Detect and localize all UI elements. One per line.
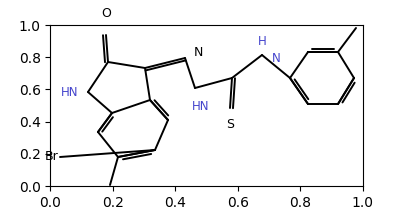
Text: HN: HN xyxy=(60,85,78,98)
Text: N: N xyxy=(194,46,204,59)
Text: S: S xyxy=(226,118,234,131)
Text: Br: Br xyxy=(44,150,58,163)
Text: N: N xyxy=(272,51,281,65)
Text: O: O xyxy=(101,7,111,20)
Text: H: H xyxy=(258,35,266,48)
Text: HN: HN xyxy=(192,100,210,113)
